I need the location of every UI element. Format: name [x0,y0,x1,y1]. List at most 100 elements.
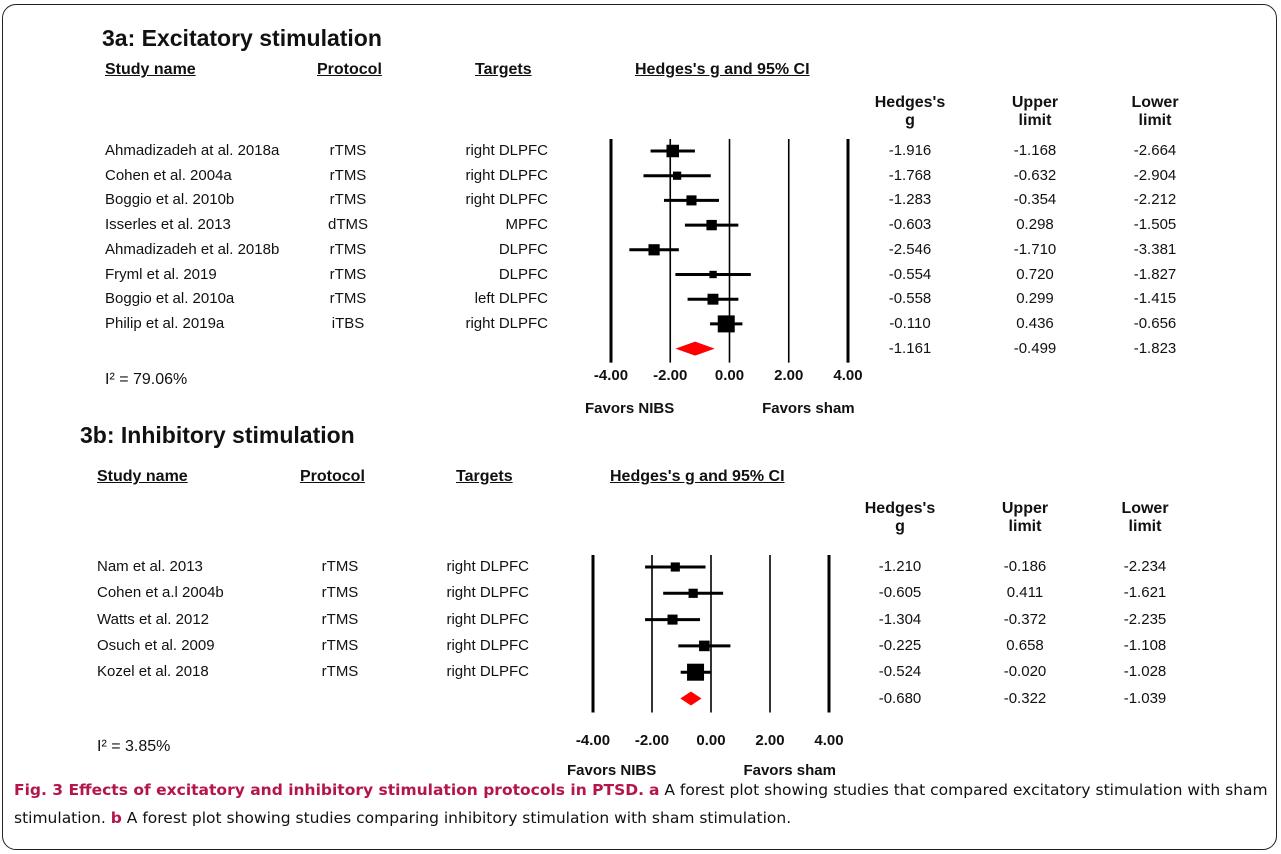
column-header-g-line1: Hedges's [874,94,946,111]
upper-limit-value: 0.436 [1016,314,1054,332]
x-tick-label: 0.00 [696,732,726,749]
upper-limit-value: 0.411 [1006,584,1044,602]
effect-size-marker [648,244,660,256]
effect-size-marker [717,315,735,333]
x-tick-label: 4.00 [814,732,844,749]
column-header-g-line2: g [895,518,905,535]
protocol-value: rTMS [329,142,367,159]
protocol-value: rTMS [321,610,359,628]
hedges-g-value: -1.210 [878,558,922,575]
target-value: DLPFC [498,240,548,258]
column-header-g-line2: g [905,112,915,129]
column-header-upper-line1: Upper [1011,94,1059,111]
favors-right-label: Favors sham [762,400,855,417]
lower-limit-value: -1.505 [1133,216,1177,234]
protocol-value: rTMS [321,558,359,575]
caption-heading: Fig. 3 Effects of excitatory and inhibit… [14,781,645,799]
i-squared-label: I² = 79.06% [105,371,188,388]
study-name: Kozel et al. 2018 [97,663,209,681]
column-header-lower-line1: Lower [1131,94,1179,111]
target-value: right DLPFC [446,610,529,628]
caption-label-a: a [648,781,660,799]
column-header-study: Study name [97,468,188,485]
study-name: Philip et al. 2019a [105,314,225,332]
hedges-g-value: -1.768 [888,166,932,184]
column-header-protocol: Protocol [317,61,382,78]
target-value: right DLPFC [446,663,529,681]
effect-size-marker [673,171,682,180]
hedges-g-value: -0.554 [888,265,932,283]
column-header-protocol: Protocol [300,468,365,485]
lower-limit-value: -2.234 [1123,558,1167,575]
column-header-study: Study name [105,61,196,78]
x-tick-label: -4.00 [593,367,629,384]
upper-limit-value: -0.020 [1003,663,1047,681]
protocol-value: rTMS [321,663,359,681]
effect-size-marker [666,144,679,158]
summary-g-value: -0.680 [878,689,922,707]
effect-size-marker [687,663,705,681]
effect-size-marker [699,640,710,652]
study-name: Ahmadizadeh et al. 2018b [105,240,280,258]
column-header-plot: Hedges's g and 95% CI [610,468,785,485]
column-header-plot: Hedges's g and 95% CI [635,61,810,78]
study-name: Cohen et al. 2004a [105,166,232,184]
column-header-lower-line1: Lower [1121,500,1169,517]
protocol-value: rTMS [329,166,367,184]
protocol-value: rTMS [329,265,367,283]
upper-limit-value: -0.632 [1013,166,1057,184]
study-name: Fryml et al. 2019 [105,265,217,283]
upper-limit-value: 0.299 [1016,290,1054,308]
target-value: right DLPFC [446,558,529,575]
hedges-g-value: -0.524 [878,663,922,681]
study-name: Boggio et al. 2010b [105,191,235,209]
panel-title: 3a: Excitatory stimulation [102,25,382,51]
effect-size-marker [686,195,697,206]
protocol-value: rTMS [321,584,359,602]
target-value: right DLPFC [465,191,548,209]
study-name: Ahmadizadeh at al. 2018a [105,142,280,159]
column-header-g-line1: Hedges's [864,500,936,517]
favors-left-label: Favors NIBS [567,762,657,779]
study-name: Nam et al. 2013 [97,558,203,575]
target-value: DLPFC [498,265,548,283]
effect-size-marker [670,562,680,572]
hedges-g-value: -1.304 [878,610,922,628]
target-value: right DLPFC [446,636,529,654]
target-value: right DLPFC [465,166,548,184]
protocol-value: iTBS [331,314,365,332]
upper-limit-value: -1.710 [1013,240,1057,258]
target-value: right DLPFC [465,142,548,159]
i-squared-label: I² = 3.85% [97,738,171,755]
x-tick-label: 0.00 [714,367,745,384]
x-tick-label: -2.00 [634,732,670,749]
lower-limit-value: -0.656 [1133,314,1177,332]
summary-upper-value: -0.322 [1003,689,1047,707]
lower-limit-value: -1.415 [1133,290,1177,308]
column-header-upper-line1: Upper [1001,500,1049,517]
lower-limit-value: -2.235 [1123,610,1167,628]
lower-limit-value: -1.621 [1123,584,1167,602]
column-header-targets: Targets [456,468,513,485]
summary-diamond [675,341,715,356]
lower-limit-value: -1.827 [1133,265,1177,283]
hedges-g-value: -1.283 [888,191,932,209]
target-value: right DLPFC [465,314,548,332]
upper-limit-value: -0.354 [1013,191,1057,209]
protocol-value: rTMS [329,290,367,308]
lower-limit-value: -2.664 [1133,142,1177,159]
upper-limit-value: -1.168 [1013,142,1057,159]
hedges-g-value: -0.110 [889,314,931,332]
protocol-value: rTMS [329,240,367,258]
lower-limit-value: -2.904 [1133,166,1177,184]
effect-size-marker [707,293,719,305]
hedges-g-value: -0.225 [878,636,922,654]
lower-limit-value: -1.028 [1123,663,1167,681]
upper-limit-value: 0.720 [1016,265,1054,283]
upper-limit-value: 0.658 [1006,636,1044,654]
upper-limit-value: -0.372 [1003,610,1047,628]
effect-size-marker [709,270,717,279]
protocol-value: rTMS [321,636,359,654]
summary-upper-value: -0.499 [1013,339,1057,357]
